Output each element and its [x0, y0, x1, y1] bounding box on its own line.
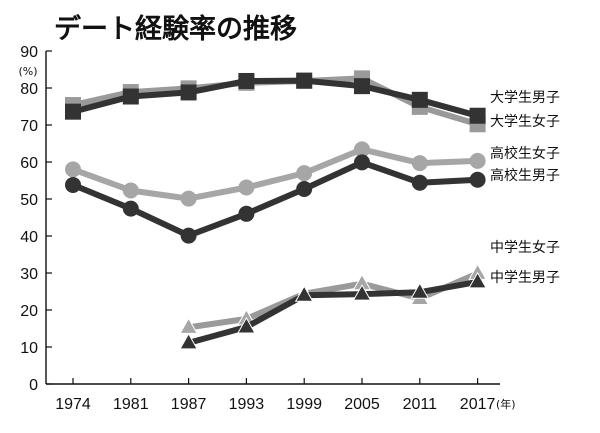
data-point — [179, 332, 198, 350]
data-point — [354, 154, 370, 171]
y-tick-label: 20 — [20, 303, 38, 320]
data-point — [469, 107, 486, 124]
y-tick-label: 70 — [20, 118, 38, 135]
x-tick-label: 2017 — [460, 396, 496, 413]
data-point — [354, 141, 370, 158]
x-tick-label: 1987 — [171, 396, 207, 413]
x-tick-label: 1993 — [229, 396, 265, 413]
series-layer — [65, 70, 487, 350]
y-tick-label: 10 — [20, 340, 38, 357]
series-label: 大学生男子 — [490, 90, 560, 106]
data-point — [469, 171, 486, 188]
data-point — [296, 181, 313, 198]
x-tick-label: 2005 — [344, 396, 380, 413]
data-point — [352, 284, 372, 301]
series-line — [188, 270, 479, 331]
series-label: 中学生女子 — [490, 239, 560, 256]
x-axis-unit: (年) — [496, 397, 516, 411]
data-point — [180, 190, 197, 207]
y-tick-label: 30 — [20, 266, 38, 283]
x-tick-label: 1981 — [113, 396, 149, 413]
y-axis-unit: (%) — [18, 65, 37, 78]
data-point — [294, 285, 314, 302]
data-point — [180, 84, 197, 101]
series-label: 大学生女子 — [490, 113, 560, 130]
series-label: 中学生男子 — [490, 270, 560, 286]
series-label: 高校生男子 — [490, 167, 560, 184]
x-tick-label: 2011 — [403, 396, 438, 413]
series-line — [71, 146, 478, 202]
y-tick-label: 40 — [20, 229, 38, 246]
data-point — [296, 165, 313, 182]
data-point — [238, 72, 255, 89]
ticks-layer: 0 10 20 30 40 50 60 70 80 90 1974 1981 1987 1993 1999 2… — [20, 44, 495, 413]
data-point — [237, 317, 256, 334]
data-point — [469, 152, 486, 169]
chart-title: デート経験率の推移 — [54, 13, 297, 45]
series-line — [72, 77, 479, 119]
y-tick-label: 90 — [20, 44, 38, 61]
data-point — [65, 161, 81, 178]
y-tick-label: 0 — [29, 377, 38, 394]
data-point — [238, 179, 255, 196]
series-line — [187, 278, 479, 346]
data-point — [122, 200, 139, 217]
series-line — [71, 159, 478, 239]
data-point — [122, 182, 139, 199]
data-point — [468, 271, 487, 289]
data-point — [65, 176, 81, 193]
data-point — [296, 72, 313, 89]
y-tick-label: 60 — [20, 155, 38, 172]
data-point — [411, 174, 428, 191]
x-tick-label: 1999 — [286, 396, 322, 413]
data-point — [238, 205, 255, 222]
data-point — [410, 282, 430, 299]
data-point — [354, 78, 370, 95]
data-point — [65, 103, 81, 120]
y-tick-label: 80 — [20, 81, 38, 98]
data-point — [411, 91, 428, 108]
x-tick-label: 1974 — [55, 396, 91, 413]
data-point — [122, 88, 139, 105]
data-point — [411, 155, 428, 172]
series-label: 高校生女子 — [490, 145, 560, 162]
y-tick-label: 50 — [20, 192, 38, 209]
data-point — [180, 227, 197, 244]
